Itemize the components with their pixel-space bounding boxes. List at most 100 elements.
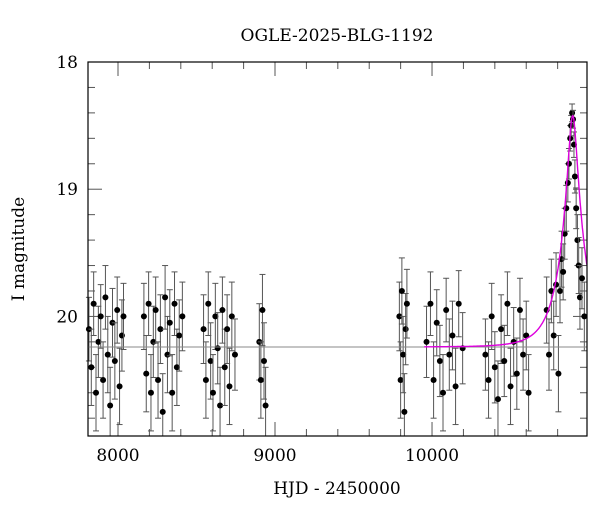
data-point (576, 294, 583, 301)
data-point (262, 402, 269, 409)
data-point (455, 300, 462, 307)
data-point (401, 408, 408, 415)
data-point (423, 338, 430, 345)
data-points (85, 103, 588, 436)
data-point (560, 268, 567, 275)
data-point (143, 370, 150, 377)
data-point (93, 389, 100, 396)
data-point (224, 326, 231, 333)
plot-frame (87, 61, 588, 437)
data-point (571, 173, 578, 180)
data-point (443, 307, 450, 314)
data-point (173, 364, 180, 371)
data-point (205, 300, 212, 307)
data-point (581, 313, 588, 320)
data-point (219, 307, 226, 314)
y-axis-label: I magnitude (9, 197, 29, 301)
data-point (221, 364, 228, 371)
data-point (578, 275, 585, 282)
data-point (111, 357, 118, 364)
data-point (147, 389, 154, 396)
data-point (261, 357, 268, 364)
data-point (162, 294, 169, 301)
data-point (217, 402, 224, 409)
data-point (95, 338, 102, 345)
y-tick-label: 18 (56, 53, 78, 73)
data-point (573, 205, 580, 212)
data-point (516, 307, 523, 314)
data-point (257, 377, 264, 384)
chart-title: OGLE-2025-BLG-1192 (241, 26, 434, 46)
data-point (176, 332, 183, 339)
data-point (104, 351, 111, 358)
data-point (555, 370, 562, 377)
data-point (525, 389, 532, 396)
data-point (152, 307, 159, 314)
data-point (116, 383, 123, 390)
data-point (179, 313, 186, 320)
x-axis-label: HJD - 2450000 (273, 479, 401, 499)
data-point (171, 300, 178, 307)
data-point (498, 326, 505, 333)
data-point (501, 357, 508, 364)
data-point (102, 294, 109, 301)
data-point (200, 326, 207, 333)
data-point (513, 370, 520, 377)
data-point (520, 351, 527, 358)
data-point (452, 383, 459, 390)
model-line (424, 114, 588, 348)
data-point (120, 313, 127, 320)
data-point (403, 300, 410, 307)
data-point (169, 389, 176, 396)
data-point (440, 389, 447, 396)
data-point (140, 313, 147, 320)
data-point (400, 351, 407, 358)
data-point (155, 377, 162, 384)
x-tick-label: 10000 (405, 446, 459, 466)
data-point (482, 351, 489, 358)
data-point (157, 326, 164, 333)
data-point (212, 313, 219, 320)
data-point (569, 109, 576, 116)
data-point (88, 364, 95, 371)
data-point (507, 383, 514, 390)
data-point (546, 351, 553, 358)
data-point (556, 287, 563, 294)
data-point (494, 396, 501, 403)
data-point (226, 383, 233, 390)
data-point (564, 179, 571, 186)
data-point (397, 377, 404, 384)
data-point (209, 389, 216, 396)
data-point (259, 307, 266, 314)
data-point (396, 313, 403, 320)
data-point (550, 332, 557, 339)
data-point (485, 377, 492, 384)
data-point (430, 377, 437, 384)
data-point (118, 332, 125, 339)
data-point (114, 307, 121, 314)
data-point (433, 319, 440, 326)
data-point (166, 319, 173, 326)
data-point (159, 408, 166, 415)
data-point (436, 357, 443, 364)
data-point (449, 332, 456, 339)
axis-ticks: 8000 9000 10000 18 19 20 (56, 53, 587, 466)
data-point (427, 300, 434, 307)
data-point (207, 357, 214, 364)
x-tick-label: 8000 (96, 446, 139, 466)
data-point (446, 351, 453, 358)
x-tick-label: 9000 (253, 446, 296, 466)
data-point (145, 300, 152, 307)
data-point (488, 313, 495, 320)
data-point (97, 313, 104, 320)
data-point (402, 326, 409, 333)
data-point (100, 377, 107, 384)
y-tick-label: 19 (56, 180, 78, 200)
data-point (107, 402, 114, 409)
data-point (565, 160, 572, 167)
data-point (202, 377, 209, 384)
data-point (491, 364, 498, 371)
data-point (214, 345, 221, 352)
model-curve (88, 114, 588, 348)
